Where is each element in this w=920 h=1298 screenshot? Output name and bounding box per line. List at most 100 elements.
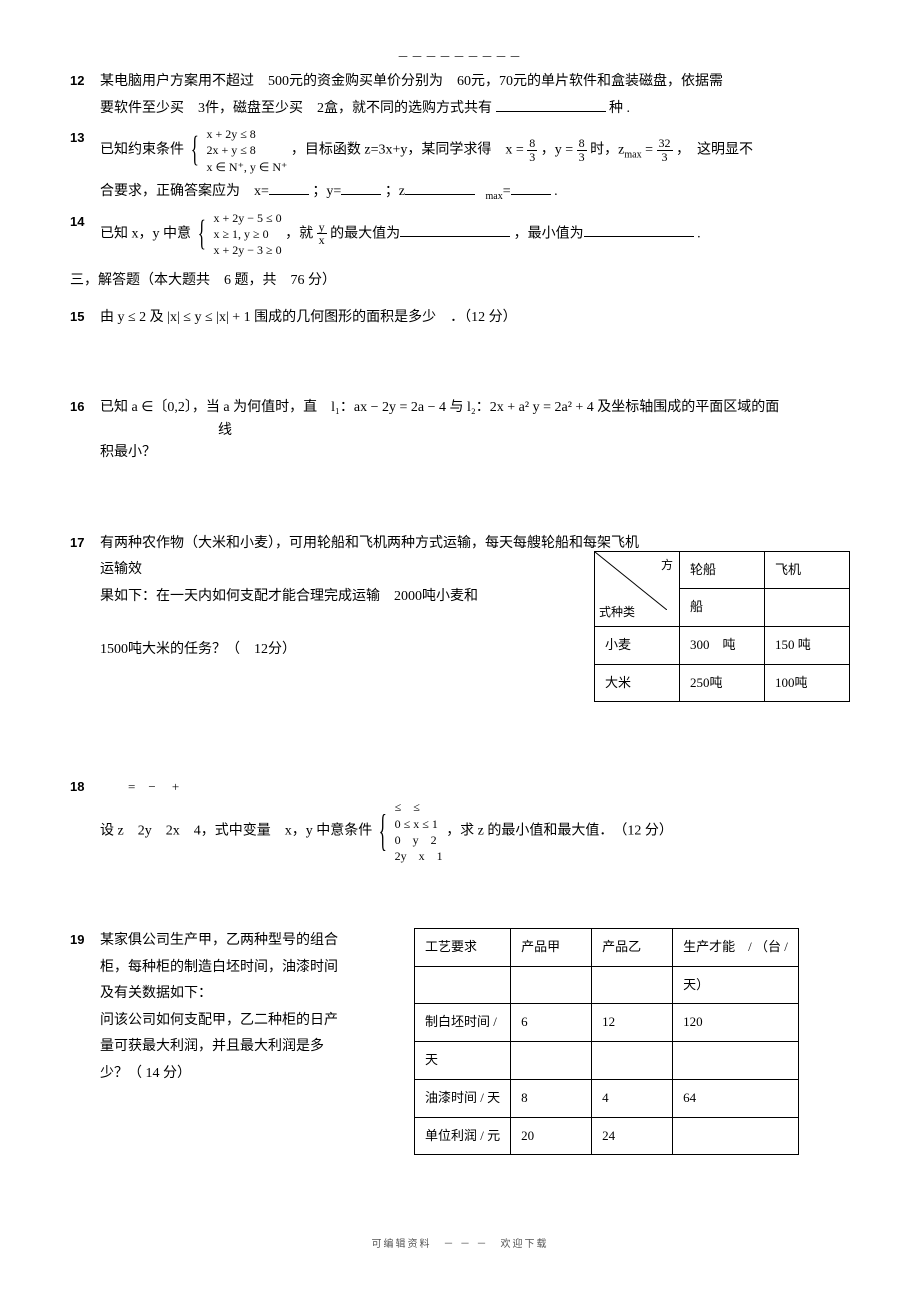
- q13-f1: 83: [527, 137, 537, 163]
- q17-l3: 1500吨大米的任务？（ 12分）: [100, 642, 296, 657]
- brace-icon: {: [190, 132, 198, 168]
- q19-l5: 量可获最大利润，并且最大利润是多: [100, 1039, 324, 1054]
- q17-r2c0: 小麦: [595, 627, 680, 665]
- q13-blank-y: [341, 180, 381, 195]
- q18-s2: 0 ≤ x ≤ 1: [395, 816, 443, 832]
- q13-l2e: =: [503, 184, 511, 199]
- q17-diag-tr: 方: [661, 554, 673, 577]
- q14-mid: ，就: [285, 226, 313, 241]
- page-footer: 可编辑资料 － － － 欢迎下载: [70, 1235, 850, 1250]
- spacer: [70, 735, 850, 775]
- q19-r4c0: 单位利润 / 元: [415, 1117, 511, 1155]
- question-14: 14 已知 x，y 中意 { x + 2y − 5 ≤ 0 x ≥ 1, y ≥…: [70, 210, 850, 259]
- q13-blank-max: [511, 180, 551, 195]
- q13-blank-z: [405, 180, 475, 195]
- q19-r3c0: 油漆时间 / 天: [415, 1079, 511, 1117]
- q13-l2b: ；y=: [312, 184, 341, 199]
- q12-line1: 某电脑用户方案用不超过 500元的资金购买单价分别为 60元，70元的单片软件和…: [100, 74, 723, 89]
- q17-r1c2: [765, 589, 850, 627]
- qbody-13: 已知约束条件 { x + 2y ≤ 8 2x + y ≤ 8 x ∈ N⁺, y…: [100, 126, 850, 175]
- q19-r0c2: [592, 966, 673, 1004]
- qnum-19: 19: [70, 928, 100, 953]
- q13-l2d: max: [486, 191, 503, 202]
- q18-lead: 设 z 2y 2x 4，式中变量 x，y 中意条件: [100, 824, 372, 839]
- q13-f3: 323: [657, 137, 673, 163]
- qbody-16: 已知 a ∈〔0,2〕，当 a 为何值时，直 l₁：ax − 2y = 2a −…: [100, 395, 850, 466]
- q19-th3: 产品乙: [592, 929, 673, 967]
- question-17: 17 有两种农作物（大米和小麦），可用轮船和飞机两种方式运输，每天每艘轮船和每架…: [70, 531, 850, 731]
- q19-text: 某家俱公司生产甲，乙两种型号的组合 柜，每种柜的制造白坯时间，油漆时间 及有关数…: [100, 928, 400, 1088]
- q17-th-plane: 飞机: [765, 551, 850, 589]
- q19-l4: 问该公司如何支配甲，乙二种柜的日产: [100, 1013, 338, 1028]
- q14-lead: 已知 x，y 中意: [100, 226, 191, 241]
- q19-r4c1: 20: [511, 1117, 592, 1155]
- q17-th-ship: 轮船: [680, 551, 765, 589]
- q13-dot: .: [554, 184, 558, 199]
- q17-diag-bl: 式种类: [599, 601, 635, 624]
- qbody-14: 已知 x，y 中意 { x + 2y − 5 ≤ 0 x ≥ 1, y ≥ 0 …: [100, 210, 850, 259]
- section-3-heading: 三，解答题（本大题共 6 题，共 76 分）: [70, 268, 850, 295]
- q16-line1: 已知 a ∈〔0,2〕，当 a 为何值时，直 l₁：ax − 2y = 2a −…: [100, 400, 779, 415]
- q19-r1c1: 6: [511, 1004, 592, 1042]
- q13-mid5: ， 这明显不: [676, 143, 753, 158]
- spacer: [70, 335, 850, 395]
- q19-r0c4: 天）: [673, 966, 799, 1004]
- q19-l6: 少？（ 14 分）: [100, 1066, 191, 1081]
- q18-tail: ，求 z 的最小值和最大值． （12 分）: [446, 824, 673, 839]
- qnum-12: 12: [70, 69, 100, 94]
- top-dash: －－－－－－－－－: [70, 48, 850, 65]
- qbody-12: 某电脑用户方案用不超过 500元的资金购买单价分别为 60元，70元的单片软件和…: [100, 69, 850, 122]
- q14-dot: .: [697, 226, 701, 241]
- q19-r2c2: [592, 1042, 673, 1080]
- q13-sub: max: [624, 149, 641, 160]
- q19-l3: 及有关数据如下：: [100, 986, 212, 1001]
- q13-blank-x: [269, 180, 309, 195]
- q19-th1: 工艺要求: [415, 929, 511, 967]
- q12-blank: [496, 97, 606, 112]
- q19-r2c0: 天: [415, 1042, 511, 1080]
- q13-mid3: 时，z: [590, 143, 624, 158]
- q16-xian: 线: [218, 423, 232, 438]
- q19-table: 工艺要求 产品甲 产品乙 生产才能 / （台 / 天） 制白坯时间 / 6 12…: [414, 928, 799, 1155]
- qnum-13: 13: [70, 126, 100, 151]
- q19-th2: 产品甲: [511, 929, 592, 967]
- q13-mid2: ，y =: [541, 143, 573, 158]
- q12-tail: 种 .: [609, 101, 630, 116]
- q19-r4c3: [673, 1117, 799, 1155]
- q13-line2: 合要求，正确答案应为 x= ；y= ；z max= .: [100, 179, 850, 206]
- q17-r1c1: 船: [680, 589, 765, 627]
- q18-pre: = − +: [128, 779, 179, 794]
- q14-frac: yx: [317, 221, 327, 247]
- q13-l2c: ；z: [385, 184, 405, 199]
- brace-icon: {: [378, 809, 386, 854]
- q19-r3c1: 8: [511, 1079, 592, 1117]
- q17-l2: 果如下：在一天内如何支配才能合理完成运输 2000吨小麦和: [100, 589, 478, 604]
- q17-r2c1: 300 吨: [680, 627, 765, 665]
- q19-r4c2: 24: [592, 1117, 673, 1155]
- qbody-17: 有两种农作物（大米和小麦），可用轮船和飞机两种方式运输，每天每艘轮船和每架飞机运…: [100, 531, 850, 731]
- q14-mid2: 的最大值为: [330, 226, 400, 241]
- q17-r3c0: 大米: [595, 664, 680, 702]
- q19-r3c2: 4: [592, 1079, 673, 1117]
- q17-table: 方 式种类 轮船 飞机 船 小麦 300 吨 150 吨 大米: [594, 551, 850, 703]
- spacer: [70, 868, 850, 928]
- qnum-17: 17: [70, 531, 100, 556]
- q13-mid4: =: [645, 143, 653, 158]
- q18-system: ≤ ≤ 0 ≤ x ≤ 1 0 y 2 2y x 1: [395, 799, 443, 864]
- question-12: 12 某电脑用户方案用不超过 500元的资金购买单价分别为 60元，70元的单片…: [70, 69, 850, 122]
- q17-diag-cell: 方 式种类: [595, 551, 680, 626]
- qnum-14: 14: [70, 210, 100, 235]
- question-15: 15 由 y ≤ 2 及 |x| ≤ y ≤ |x| + 1 围成的几何图形的面…: [70, 305, 850, 332]
- qbody-19: 某家俱公司生产甲，乙两种型号的组合 柜，每种柜的制造白坯时间，油漆时间 及有关数…: [100, 928, 850, 1155]
- q19-r0c0: [415, 966, 511, 1004]
- q13-s2: 2x + y ≤ 8: [206, 142, 287, 158]
- q14-s1: x + 2y − 5 ≤ 0: [213, 210, 281, 226]
- q19-r1c0: 制白坯时间 /: [415, 1004, 511, 1042]
- q14-blank1: [400, 222, 510, 237]
- q19-r1c2: 12: [592, 1004, 673, 1042]
- q19-r2c1: [511, 1042, 592, 1080]
- qnum-15: 15: [70, 305, 100, 330]
- qnum-16: 16: [70, 395, 100, 420]
- q13-lead: 已知约束条件: [100, 143, 184, 158]
- q19-r2c3: [673, 1042, 799, 1080]
